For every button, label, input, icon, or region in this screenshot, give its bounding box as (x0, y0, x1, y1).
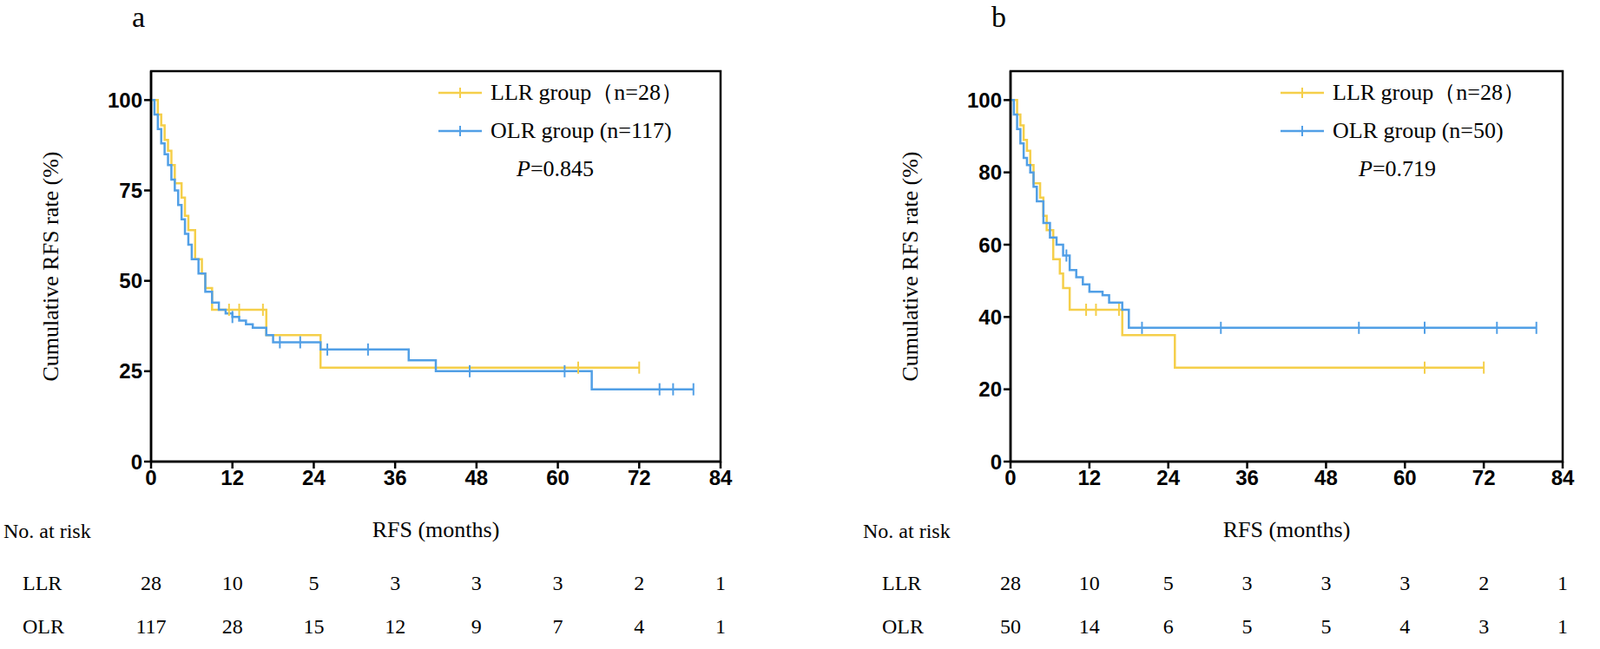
svg-text:24: 24 (302, 466, 326, 490)
svg-text:12: 12 (220, 466, 244, 490)
html-text:OLR group (n=50): OLR group (n=50) (1332, 118, 1504, 144)
html-text:28: 28 (140, 572, 162, 595)
html-text:5: 5 (1163, 572, 1174, 595)
html-text:15: 15 (303, 615, 325, 639)
svg-text:72: 72 (627, 466, 652, 490)
html-text:3: 3 (1399, 572, 1411, 595)
html-text:2: 2 (634, 572, 645, 595)
html-text:7: 7 (552, 615, 564, 639)
html-text:3: 3 (389, 572, 401, 595)
html-text:1: 1 (715, 615, 726, 639)
svg-text:60: 60 (1393, 466, 1417, 490)
html-text:1: 1 (715, 572, 726, 595)
svg-text:0: 0 (131, 450, 143, 475)
html-text:No. at risk: No. at risk (3, 520, 91, 543)
html-text:a: a (131, 0, 146, 33)
html-text:1: 1 (1557, 615, 1568, 639)
html-text:LLR group（n=28）: LLR group（n=28） (1332, 79, 1526, 106)
html-text:RFS (months): RFS (months) (372, 517, 500, 543)
html-text:3: 3 (1478, 615, 1489, 639)
html-text:No. at risk: No. at risk (862, 520, 951, 543)
svg-text:60: 60 (546, 466, 570, 490)
svg-text:25: 25 (118, 359, 143, 383)
svg-text:36: 36 (1235, 466, 1259, 490)
html-text:3: 3 (1320, 572, 1332, 595)
html-text:P =0.719: P =0.719 (1358, 156, 1437, 182)
html-text:28: 28 (221, 615, 243, 639)
svg-text:72: 72 (1472, 466, 1496, 490)
html-text:5: 5 (1320, 615, 1332, 639)
html-text:9: 9 (471, 615, 482, 639)
html-text:14: 14 (1078, 615, 1100, 639)
html-text:RFS (months): RFS (months) (1222, 517, 1351, 543)
html-text:OLR: OLR (22, 615, 65, 639)
html-text:LLR group（n=28）: LLR group（n=28） (490, 79, 684, 106)
html-text:3: 3 (471, 572, 482, 595)
html-text:1: 1 (1557, 572, 1568, 595)
html-text:b: b (991, 0, 1007, 33)
svg-text:36: 36 (383, 466, 408, 490)
svg-text:60: 60 (978, 233, 1002, 257)
svg-text:84: 84 (709, 466, 733, 490)
svg-text:84: 84 (1551, 466, 1575, 490)
html-text:P =0.845: P =0.845 (516, 156, 594, 182)
html-text:28: 28 (1000, 572, 1021, 595)
html-text:10: 10 (221, 572, 243, 595)
html-text:3: 3 (552, 572, 564, 595)
html-text:LLR: LLR (882, 572, 922, 595)
svg-text:48: 48 (465, 466, 489, 490)
html-text:2: 2 (1478, 572, 1489, 595)
html-text:4: 4 (634, 615, 645, 639)
svg-text:50: 50 (118, 269, 143, 293)
html-text:10: 10 (1078, 572, 1100, 595)
svg-text:20: 20 (978, 377, 1002, 402)
html-text:LLR: LLR (22, 572, 62, 595)
svg-text:Cumulative RFS rate (%): Cumulative RFS rate (%) (38, 151, 64, 382)
html-text:4: 4 (1399, 615, 1411, 639)
svg-text:Cumulative RFS rate (%): Cumulative RFS rate (%) (897, 151, 923, 382)
svg-text:0: 0 (144, 466, 157, 490)
svg-text:24: 24 (1156, 466, 1180, 490)
html-text:3: 3 (1241, 572, 1253, 595)
svg-text:0: 0 (990, 450, 1002, 475)
svg-text:48: 48 (1314, 466, 1338, 490)
svg-text:12: 12 (1078, 466, 1102, 490)
html-text:6: 6 (1163, 615, 1174, 639)
html-text:OLR group (n=117): OLR group (n=117) (490, 118, 672, 144)
html-text:OLR: OLR (882, 615, 924, 639)
svg-text:100: 100 (107, 88, 143, 112)
html-text:12: 12 (384, 615, 406, 639)
svg-text:80: 80 (978, 160, 1002, 185)
html-text:5: 5 (1241, 615, 1253, 639)
html-text:5: 5 (308, 572, 319, 595)
svg-text:40: 40 (978, 305, 1002, 330)
svg-text:100: 100 (967, 88, 1002, 112)
html-text:117: 117 (135, 615, 167, 639)
html-text:50: 50 (1000, 615, 1021, 639)
svg-text:75: 75 (118, 178, 143, 203)
svg-text:0: 0 (1004, 466, 1016, 490)
